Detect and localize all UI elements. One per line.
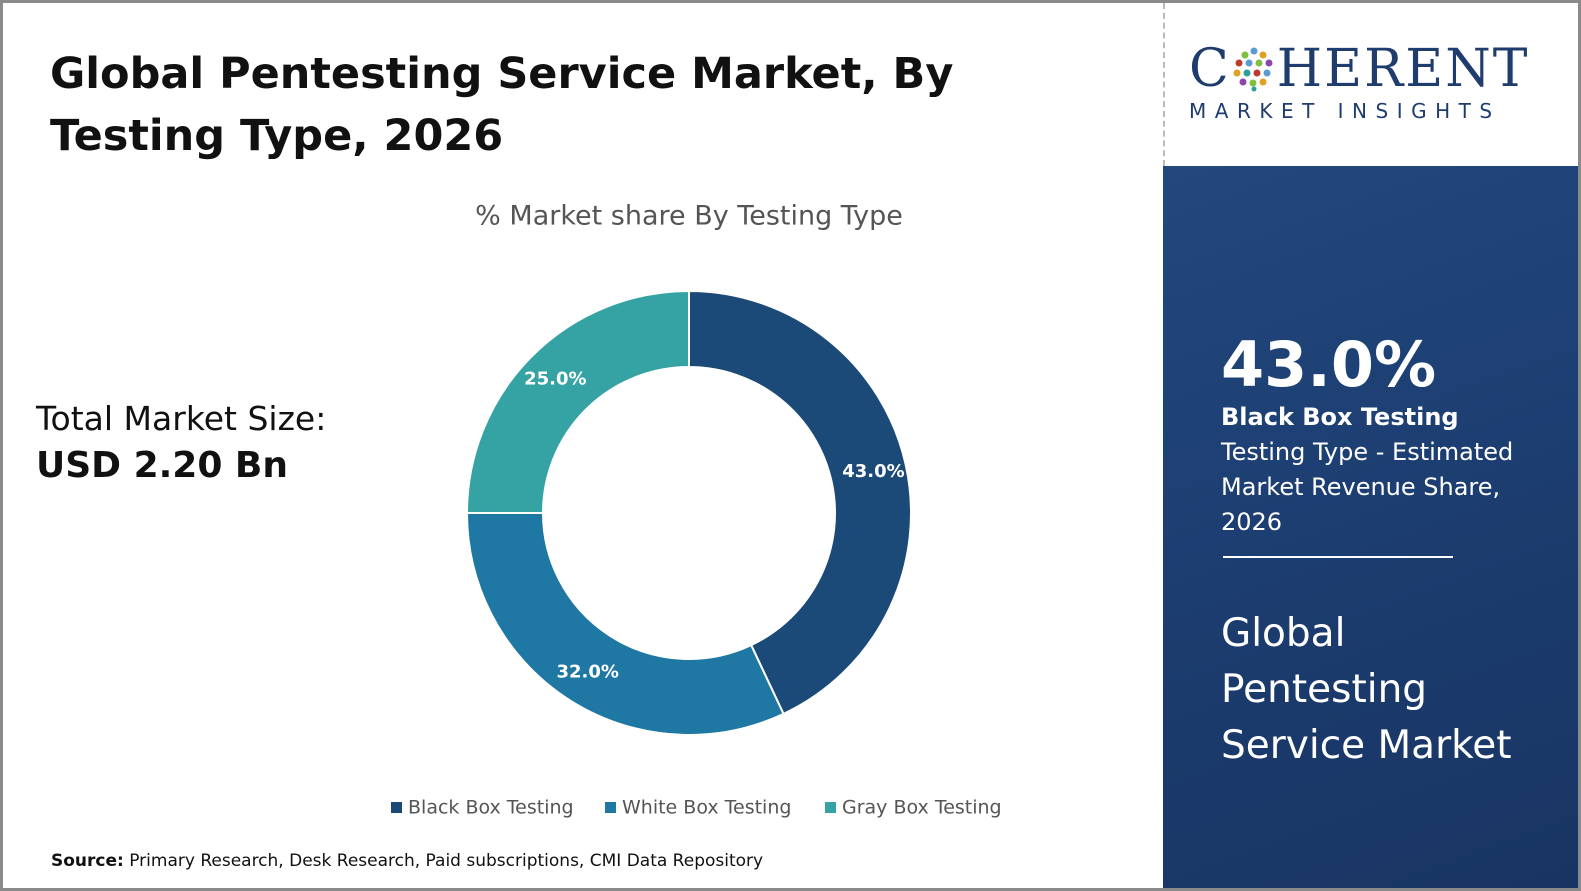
- page-title: Global Pentesting Service Market, By Tes…: [50, 49, 954, 161]
- legend-swatch: [825, 802, 836, 813]
- divider: [1163, 3, 1165, 166]
- logo-icon: [1233, 47, 1273, 92]
- data-label: 25.0%: [524, 368, 586, 389]
- market-title: Global Pentesting Service Market: [1221, 611, 1512, 768]
- highlight-segment: Black Box Testing: [1221, 403, 1459, 431]
- legend-swatch: [605, 802, 616, 813]
- donut-slice: [688, 289, 912, 716]
- highlight-text: Black Box Testing Testing Type - Estimat…: [1221, 400, 1541, 540]
- legend-label: Gray Box Testing: [842, 797, 1002, 819]
- highlight-desc: Testing Type - Estimated Market Revenue …: [1221, 438, 1514, 536]
- total-label: Total Market Size:: [36, 399, 327, 438]
- donut-slice: [465, 289, 690, 514]
- sidebar: 43.0% Black Box Testing Testing Type - E…: [1163, 166, 1578, 888]
- source: Source: Primary Research, Desk Research,…: [51, 851, 763, 871]
- logo: C HERENT MARKET INSIGHTS: [1189, 41, 1549, 123]
- logo-name: C HERENT: [1189, 41, 1549, 97]
- data-label: 32.0%: [557, 662, 619, 683]
- source-label: Source:: [51, 851, 124, 871]
- donut-slice: [465, 512, 785, 736]
- legend-swatch: [391, 802, 402, 813]
- logo-text: C: [1189, 39, 1231, 99]
- highlight-value: 43.0%: [1221, 328, 1437, 401]
- data-label: 43.0%: [842, 461, 904, 482]
- logo-text: HERENT: [1276, 39, 1530, 99]
- chart: % Market share By Testing Type 43.0% 32.0…: [391, 201, 1002, 819]
- chart-title: % Market share By Testing Type: [475, 201, 903, 232]
- legend-label: Black Box Testing: [408, 797, 574, 819]
- total-value: USD 2.20 Bn: [36, 445, 288, 486]
- rule: [1223, 556, 1453, 558]
- source-text: Primary Research, Desk Research, Paid su…: [129, 851, 764, 871]
- legend-label: White Box Testing: [622, 797, 791, 819]
- logo-tagline: MARKET INSIGHTS: [1189, 99, 1501, 123]
